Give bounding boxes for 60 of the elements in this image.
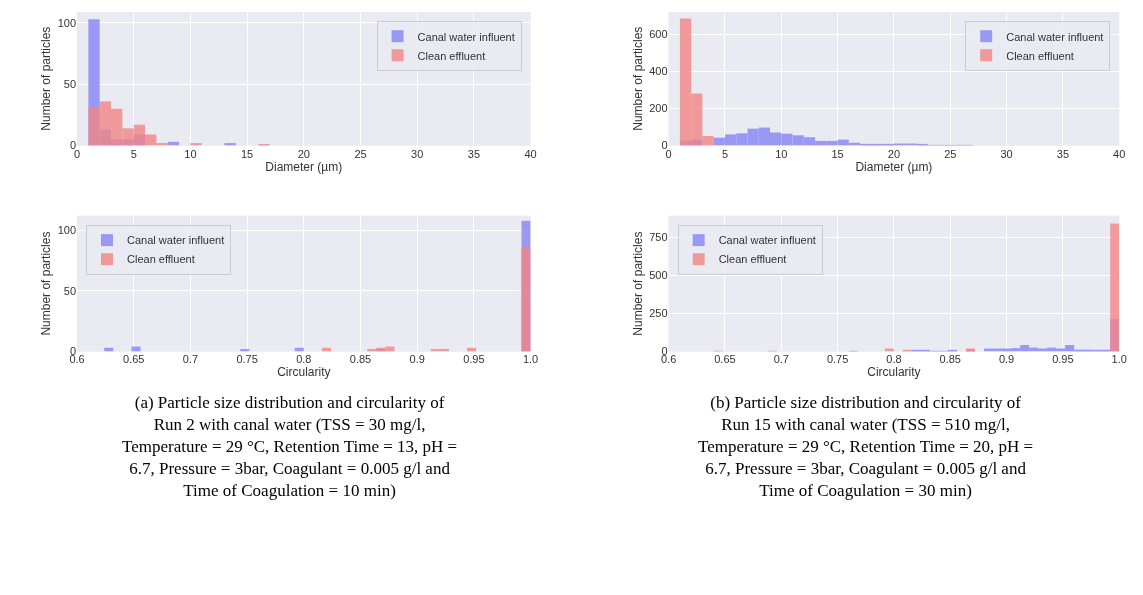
- legend-label: Canal water influent: [127, 234, 225, 247]
- text: (b) Particle size distribution and circularity of Run 15 with canal water (TSS = 510 mg/l, Temperature = 29 °C, Retention Time = 20, pH = 6.7, Pressure = 3bar, Coagulant = 0.005 g/l and Time of Coagulation = 30 min): [698, 393, 1034, 501]
- x-tick-label: 0.75: [236, 353, 258, 366]
- x-tick-label: 0.65: [123, 353, 145, 366]
- y-tick-label: 50: [63, 78, 77, 91]
- x-tick-label: 35: [1056, 147, 1070, 160]
- x-tick-label: 15: [240, 147, 254, 160]
- x-tick-label: 5: [721, 147, 729, 160]
- y-axis-title: Number of particles: [630, 26, 645, 131]
- y-tick-label: 200: [649, 102, 668, 115]
- y-tick-label: 250: [649, 307, 668, 320]
- x-tick-label: 25: [944, 147, 957, 160]
- x-tick-label: 15: [831, 147, 844, 160]
- legend-label: Clean effluent: [417, 49, 486, 62]
- x-tick-label: 40: [524, 147, 537, 160]
- y-axis-title: Number of particles: [38, 231, 53, 336]
- x-tick-label: 1.0: [522, 353, 539, 366]
- x-tick-label: 1.0: [1111, 353, 1127, 366]
- legend-label: Clean effluent: [127, 253, 195, 266]
- y-tick-label: 100: [57, 16, 77, 29]
- x-tick-label: 40: [1113, 147, 1126, 160]
- x-tick-label: 5: [130, 147, 137, 160]
- y-tick-label: 750: [649, 230, 668, 243]
- x-tick-label: 10: [184, 147, 197, 160]
- x-tick-label: 10: [775, 147, 788, 160]
- x-tick-label: 20: [887, 147, 901, 160]
- y-tick-label: 50: [63, 284, 77, 297]
- legend-label: Clean effluent: [1006, 49, 1074, 62]
- x-tick-label: 0.65: [714, 353, 736, 366]
- x-tick-label: 25: [354, 147, 367, 160]
- x-tick-label: 0.7: [773, 353, 789, 366]
- legend-label: Canal water influent: [718, 234, 816, 247]
- x-axis-title: Circularity: [277, 365, 331, 380]
- y-tick-label: 400: [649, 65, 668, 78]
- legend-label: Canal water influent: [1006, 30, 1104, 43]
- x-tick-label: 30: [411, 147, 424, 160]
- x-tick-label: 0.9: [409, 353, 425, 366]
- x-axis-title: Diameter (µm): [265, 159, 343, 174]
- x-tick-label: 0.85: [349, 353, 372, 366]
- y-axis-title: Number of particles: [38, 26, 53, 131]
- x-tick-label: 35: [467, 147, 481, 160]
- x-tick-label: 0.8: [296, 353, 312, 366]
- y-tick-label: 100: [57, 224, 77, 237]
- legend-label: Canal water influent: [417, 30, 515, 43]
- legend-label: Clean effluent: [718, 253, 787, 266]
- x-tick-label: 0.75: [826, 353, 849, 366]
- text: (a) Particle size distribution and circularity of Run 2 with canal water (TSS = 30 mg/l, Temperature = 29 °C, Retention Time = 13, pH = 6.7, Pressure = 3bar, Coagulant = 0.005 g/l and Time of Coagulation = 10 min): [122, 393, 458, 501]
- x-axis-title: Diameter (µm): [855, 159, 933, 174]
- x-tick-label: 30: [1000, 147, 1013, 160]
- x-tick-label: 0.8: [886, 353, 902, 366]
- y-tick-label: 600: [649, 28, 668, 40]
- x-tick-label: 0.95: [463, 353, 485, 366]
- x-tick-label: 0.85: [939, 353, 961, 366]
- y-axis-title: Number of particles: [630, 231, 645, 336]
- y-tick-label: 500: [649, 268, 668, 281]
- x-tick-label: 0.95: [1052, 353, 1074, 366]
- x-tick-label: 0.9: [998, 353, 1015, 366]
- x-axis-title: Circularity: [867, 365, 921, 380]
- x-tick-label: 0.7: [182, 353, 199, 366]
- x-tick-label: 20: [297, 147, 310, 160]
